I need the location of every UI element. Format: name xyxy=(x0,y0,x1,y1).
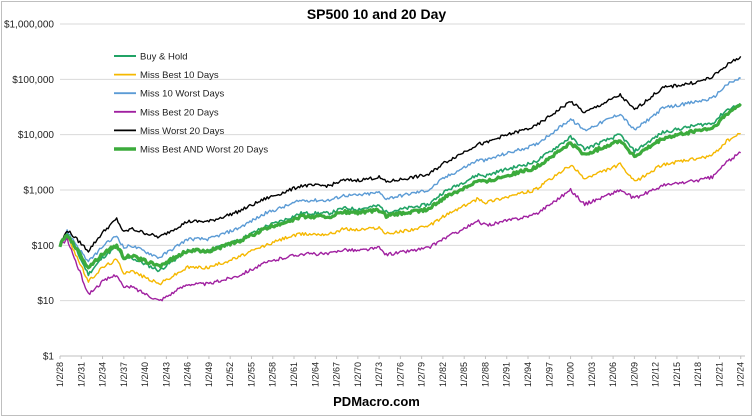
x-tick-label: 1/2/34 xyxy=(98,362,108,387)
x-tick-label: 1/2/61 xyxy=(289,362,299,387)
x-tick-label: 1/2/46 xyxy=(183,362,193,387)
x-tick-label: 1/2/58 xyxy=(268,362,278,387)
legend-label: Miss Best AND Worst 20 Days xyxy=(140,145,268,156)
x-tick-label: 1/2/97 xyxy=(544,362,554,387)
x-tick-label: 1/2/67 xyxy=(332,362,342,387)
x-tick-label: 1/2/21 xyxy=(714,362,724,387)
y-tick-label: $10 xyxy=(37,296,54,307)
x-tick-label: 1/2/18 xyxy=(693,362,703,387)
series-line-2 xyxy=(59,132,741,286)
legend-label: Miss 10 Worst Days xyxy=(140,89,225,100)
footer-brand: PDMacro.com xyxy=(333,394,420,409)
x-tick-label: 1/2/85 xyxy=(459,362,469,387)
x-tick-label: 1/2/43 xyxy=(161,362,171,387)
y-tick-label: $10,000 xyxy=(18,130,55,141)
y-tick-label: $1,000,000 xyxy=(4,20,54,31)
legend-label: Buy & Hold xyxy=(140,52,188,63)
x-tick-label: 1/2/91 xyxy=(502,362,512,387)
x-tick-label: 1/2/49 xyxy=(204,362,214,387)
x-tick-label: 1/2/09 xyxy=(629,362,639,387)
series-line-3 xyxy=(59,77,741,263)
x-tick-label: 1/2/70 xyxy=(353,362,363,387)
x-tick-label: 1/2/88 xyxy=(480,362,490,387)
legend-label: Miss Best 20 Days xyxy=(140,107,219,118)
y-tick-label: $100 xyxy=(32,241,55,252)
x-tick-label: 1/2/76 xyxy=(395,362,405,387)
x-tick-label: 1/2/24 xyxy=(736,362,746,387)
x-tick-label: 1/2/40 xyxy=(140,362,150,387)
x-tick-label: 1/2/64 xyxy=(310,362,320,387)
series-line-4 xyxy=(59,151,742,302)
x-tick-label: 1/2/12 xyxy=(651,362,661,387)
x-tick-label: 1/2/37 xyxy=(119,362,129,387)
legend-label: Miss Best 10 Days xyxy=(140,70,219,81)
x-tick-label: 1/2/52 xyxy=(225,362,235,387)
x-tick-label: 1/2/79 xyxy=(417,362,427,387)
legend-label: Miss Worst 20 Days xyxy=(140,126,225,137)
x-tick-label: 1/2/15 xyxy=(672,362,682,387)
x-tick-label: 1/2/31 xyxy=(76,362,86,387)
chart-title: SP500 10 and 20 Day xyxy=(306,6,447,22)
x-tick-label: 1/2/94 xyxy=(523,362,533,387)
x-tick-label: 1/2/55 xyxy=(246,362,256,387)
y-tick-label: $100,000 xyxy=(12,75,54,86)
x-tick-label: 1/2/03 xyxy=(587,362,597,387)
series-line-5 xyxy=(59,56,742,253)
y-tick-label: $1 xyxy=(43,352,55,363)
x-tick-label: 1/2/82 xyxy=(438,362,448,387)
y-tick-label: $1,000 xyxy=(23,186,54,197)
x-tick-label: 1/2/28 xyxy=(55,362,65,387)
x-tick-label: 1/2/73 xyxy=(374,362,384,387)
x-tick-label: 1/2/06 xyxy=(608,362,618,387)
series-line-6 xyxy=(58,102,742,270)
x-tick-label: 1/2/00 xyxy=(566,362,576,387)
